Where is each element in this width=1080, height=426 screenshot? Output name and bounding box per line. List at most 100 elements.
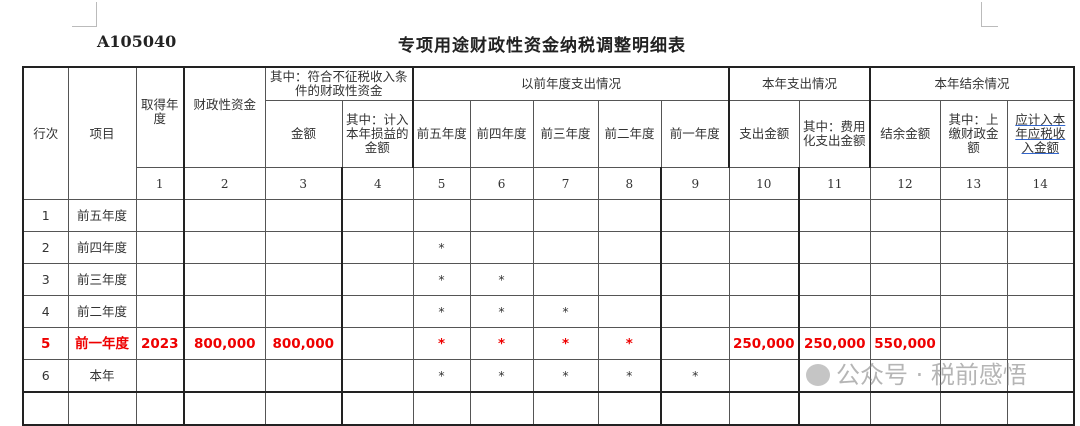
table-cell[interactable] <box>1006 327 1075 360</box>
table-cell[interactable] <box>135 263 185 296</box>
table-cell[interactable] <box>340 199 414 232</box>
table-cell[interactable]: * <box>469 327 534 360</box>
table-cell[interactable] <box>264 295 343 328</box>
table-cell[interactable] <box>532 199 599 232</box>
table-cell[interactable] <box>412 391 471 426</box>
table-cell[interactable] <box>532 231 599 264</box>
table-cell[interactable]: * <box>469 295 534 328</box>
column-number: 6 <box>469 167 534 200</box>
table-cell[interactable] <box>660 199 730 232</box>
table-cell[interactable]: 2023 <box>135 327 185 360</box>
table-cell[interactable]: 800,000 <box>264 327 343 360</box>
table-cell[interactable]: * <box>532 359 599 393</box>
table-cell[interactable]: 250,000 <box>728 327 800 360</box>
table-cell[interactable]: 800,000 <box>183 327 266 360</box>
table-cell[interactable] <box>264 391 343 426</box>
table-cell[interactable] <box>869 295 941 328</box>
table-cell[interactable] <box>798 359 871 393</box>
table-cell[interactable] <box>135 359 185 393</box>
table-cell[interactable] <box>597 263 662 296</box>
table-cell[interactable]: * <box>469 359 534 393</box>
table-cell[interactable] <box>798 199 871 232</box>
table-cell[interactable] <box>869 263 941 296</box>
table-cell[interactable] <box>340 327 414 360</box>
table-cell[interactable] <box>340 359 414 393</box>
table-cell[interactable] <box>340 391 414 426</box>
table-cell[interactable] <box>939 231 1008 264</box>
table-cell[interactable] <box>939 199 1008 232</box>
table-cell[interactable]: * <box>660 359 730 393</box>
table-cell[interactable] <box>264 231 343 264</box>
table-cell[interactable]: * <box>532 295 599 328</box>
table-cell[interactable] <box>412 199 471 232</box>
table-cell[interactable] <box>340 295 414 328</box>
table-cell[interactable] <box>264 263 343 296</box>
table-cell[interactable]: * <box>412 359 471 393</box>
table-cell[interactable]: * <box>412 263 471 296</box>
table-cell[interactable] <box>728 359 800 393</box>
table-cell[interactable] <box>798 231 871 264</box>
table-cell[interactable] <box>183 199 266 232</box>
table-cell[interactable] <box>183 391 266 426</box>
table-cell[interactable] <box>660 231 730 264</box>
table-cell[interactable] <box>728 391 800 426</box>
table-cell[interactable] <box>869 391 941 426</box>
table-cell[interactable]: * <box>412 231 471 264</box>
table-cell[interactable] <box>183 231 266 264</box>
table-cell[interactable] <box>1006 359 1075 393</box>
table-cell[interactable] <box>264 359 343 393</box>
table-cell[interactable] <box>869 199 941 232</box>
table-cell[interactable]: * <box>597 327 662 360</box>
table-cell[interactable] <box>532 263 599 296</box>
table-cell[interactable] <box>728 231 800 264</box>
table-cell[interactable] <box>1006 231 1075 264</box>
table-cell[interactable] <box>869 359 941 393</box>
table-cell[interactable] <box>1006 199 1075 232</box>
table-cell[interactable] <box>728 295 800 328</box>
table-cell[interactable] <box>183 295 266 328</box>
table-cell[interactable] <box>660 263 730 296</box>
table-cell[interactable] <box>1006 263 1075 296</box>
table-cell[interactable] <box>597 391 662 426</box>
table-cell[interactable] <box>532 391 599 426</box>
table-row <box>22 391 1075 426</box>
table-cell[interactable] <box>660 327 730 360</box>
table-cell[interactable]: * <box>412 295 471 328</box>
table-cell[interactable] <box>939 327 1008 360</box>
table-cell[interactable]: 250,000 <box>798 327 871 360</box>
table-cell[interactable] <box>597 231 662 264</box>
table-cell[interactable] <box>798 295 871 328</box>
table-cell[interactable] <box>660 391 730 426</box>
table-cell[interactable]: * <box>597 359 662 393</box>
table-cell[interactable] <box>135 231 185 264</box>
table-cell[interactable] <box>939 359 1008 393</box>
table-cell[interactable]: * <box>469 263 534 296</box>
table-cell[interactable] <box>1006 391 1075 426</box>
table-cell[interactable] <box>597 295 662 328</box>
table-cell[interactable] <box>340 231 414 264</box>
table-cell[interactable] <box>264 199 343 232</box>
table-cell[interactable] <box>728 263 800 296</box>
table-cell[interactable] <box>183 263 266 296</box>
table-cell[interactable] <box>869 231 941 264</box>
table-cell[interactable] <box>798 391 871 426</box>
table-cell[interactable] <box>135 391 185 426</box>
table-cell[interactable] <box>660 295 730 328</box>
table-cell[interactable] <box>135 295 185 328</box>
table-cell[interactable] <box>135 199 185 232</box>
table-cell[interactable] <box>939 391 1008 426</box>
table-cell[interactable] <box>469 199 534 232</box>
table-cell[interactable] <box>340 263 414 296</box>
table-cell[interactable] <box>1006 295 1075 328</box>
table-cell[interactable] <box>469 231 534 264</box>
table-cell[interactable] <box>939 263 1008 296</box>
table-cell[interactable] <box>939 295 1008 328</box>
table-cell[interactable]: * <box>412 327 471 360</box>
table-cell[interactable] <box>469 391 534 426</box>
table-cell[interactable]: 550,000 <box>869 327 941 360</box>
table-cell[interactable] <box>183 359 266 393</box>
table-cell[interactable] <box>728 199 800 232</box>
table-cell[interactable] <box>597 199 662 232</box>
table-cell[interactable] <box>798 263 871 296</box>
table-cell[interactable]: * <box>532 327 599 360</box>
